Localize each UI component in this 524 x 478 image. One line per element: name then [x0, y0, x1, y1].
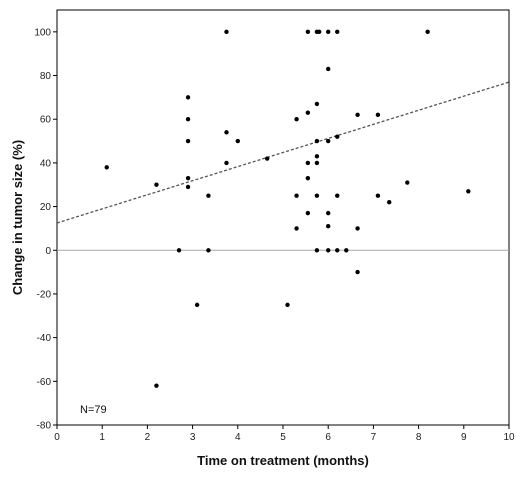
data-point	[264, 156, 270, 161]
x-axis-title: Time on treatment (months)	[197, 453, 369, 468]
y-tick-label: 60	[40, 115, 52, 126]
data-point	[314, 101, 320, 107]
data-point	[185, 138, 191, 144]
data-point	[335, 134, 340, 139]
data-point	[305, 210, 311, 216]
data-point	[154, 383, 159, 388]
y-tick-label: -40	[37, 333, 52, 344]
data-point	[466, 189, 471, 194]
axis-ticks: 0 1 2 3 4 5 6 7 8 9 10 -80 -60 -40 -20 0 20 40 60 80 100	[34, 27, 515, 443]
data-point	[326, 29, 331, 35]
data-point	[224, 130, 229, 135]
data-point	[305, 29, 311, 35]
points-layer	[104, 29, 471, 388]
data-point	[294, 117, 299, 122]
data-point	[185, 184, 191, 190]
data-point	[326, 138, 331, 144]
data-point	[194, 302, 200, 308]
x-tick-label: 8	[416, 432, 422, 443]
y-tick-label: 40	[40, 158, 52, 169]
x-tick-label: 0	[54, 432, 60, 443]
data-point	[387, 200, 392, 205]
data-point	[185, 117, 191, 122]
data-point	[375, 193, 381, 198]
x-tick-label: 4	[235, 432, 241, 443]
data-point	[294, 226, 299, 231]
data-point	[154, 182, 159, 187]
y-tick-label: 20	[40, 202, 52, 213]
data-point	[224, 29, 229, 35]
data-point	[185, 175, 191, 181]
data-point	[176, 248, 182, 253]
y-tick-label: -80	[37, 421, 52, 432]
data-point	[375, 112, 381, 118]
trend-line	[56, 81, 510, 224]
x-tick-label: 5	[280, 432, 286, 443]
data-point	[305, 110, 311, 115]
data-point	[206, 193, 211, 198]
data-point	[206, 248, 211, 253]
data-point	[305, 160, 311, 166]
x-tick-label: 7	[371, 432, 377, 443]
sample-size-annotation: N=79	[80, 404, 107, 416]
x-tick-label: 9	[461, 432, 467, 443]
data-point	[326, 210, 331, 216]
data-point	[224, 160, 229, 166]
y-tick-label: 100	[34, 27, 51, 38]
x-tick-label: 10	[503, 432, 515, 443]
data-point	[355, 269, 360, 275]
data-point	[326, 224, 331, 229]
data-point	[185, 95, 191, 100]
x-tick-label: 3	[190, 432, 196, 443]
data-point	[335, 248, 340, 253]
data-point	[314, 138, 320, 144]
data-point	[294, 193, 299, 198]
data-point	[335, 193, 340, 198]
data-point	[104, 165, 109, 170]
y-tick-label: -60	[37, 377, 52, 388]
data-point	[314, 160, 320, 166]
data-point	[314, 248, 320, 253]
data-point	[425, 29, 430, 35]
y-tick-label: 0	[45, 246, 51, 257]
data-point	[314, 154, 320, 159]
y-tick-label: 80	[40, 71, 52, 82]
x-tick-label: 6	[325, 432, 331, 443]
data-point	[344, 248, 349, 253]
data-point	[316, 29, 322, 35]
y-tick-label: -20	[37, 289, 52, 300]
data-point	[314, 193, 320, 198]
plot-frame	[56, 9, 510, 426]
data-point	[305, 175, 311, 181]
data-point	[355, 226, 360, 231]
data-point	[285, 302, 290, 308]
data-point	[235, 138, 240, 144]
x-tick-label: 2	[145, 432, 151, 443]
data-point	[405, 180, 410, 185]
data-point	[326, 66, 331, 72]
data-point	[355, 112, 360, 118]
y-axis-title: Change in tumor size (%)	[10, 140, 25, 295]
trend-layer	[56, 81, 510, 224]
data-point	[335, 29, 340, 35]
data-point	[326, 248, 331, 253]
x-tick-label: 1	[99, 432, 105, 443]
